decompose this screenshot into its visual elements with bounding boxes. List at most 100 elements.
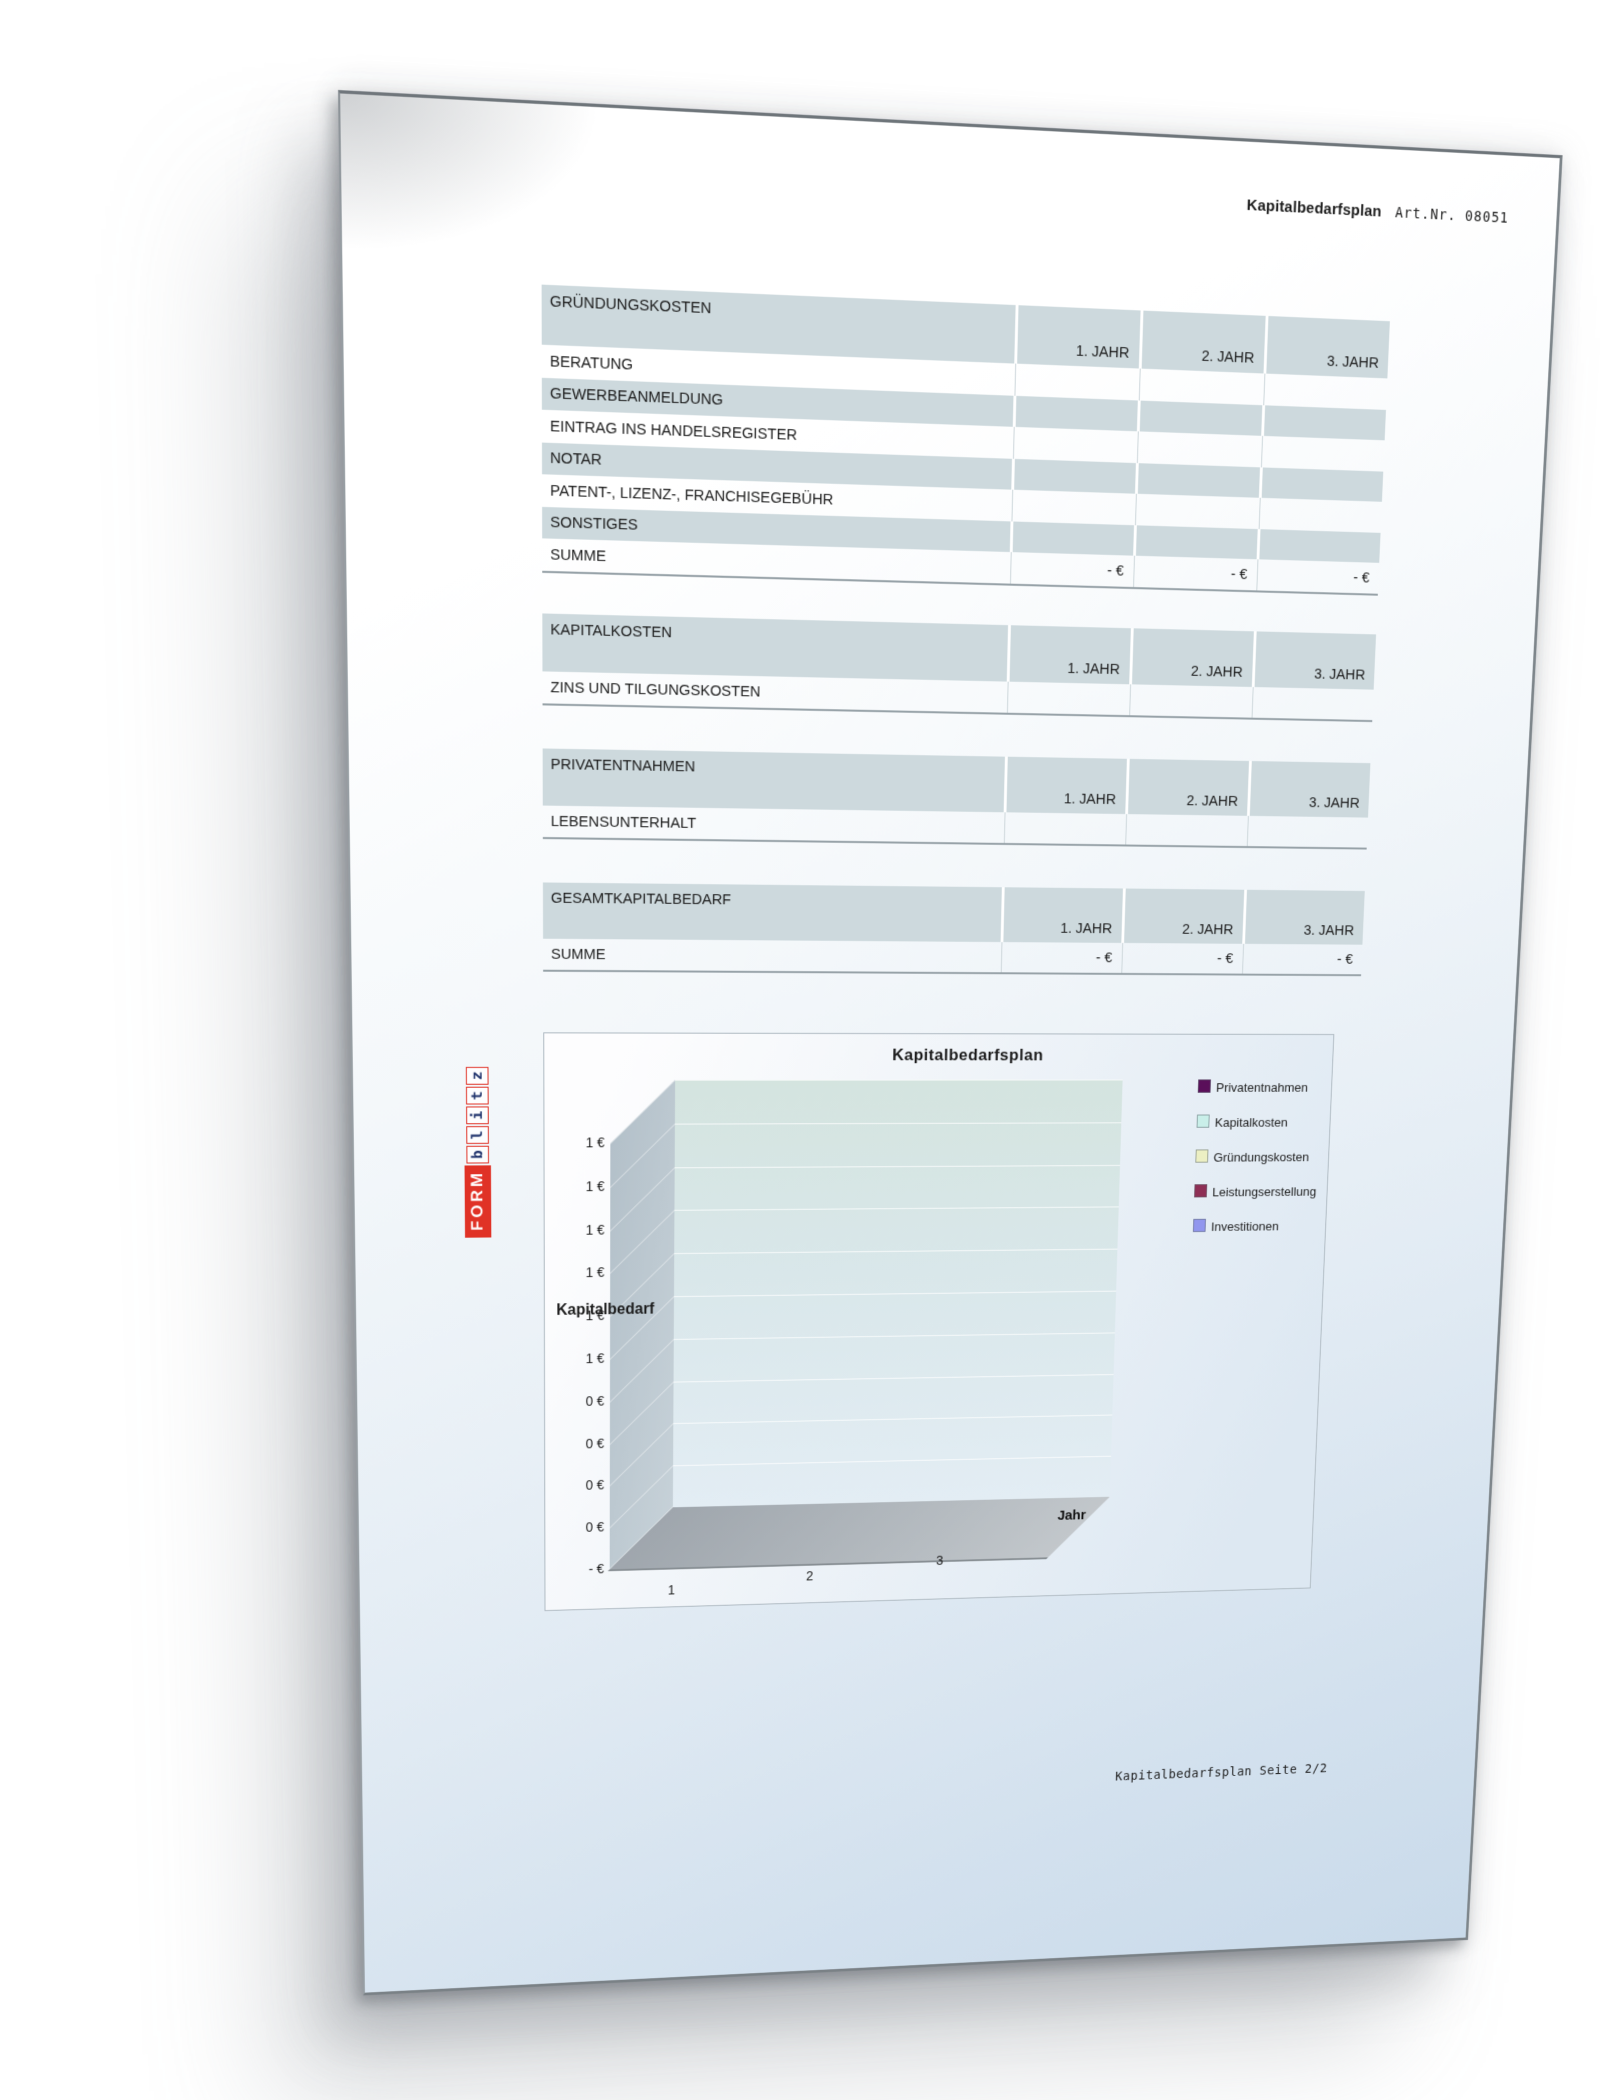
gridline (674, 1164, 1121, 1168)
value-cell: - € (1121, 942, 1244, 975)
legend-label: Kapitalkosten (1214, 1115, 1289, 1130)
chart-title: Kapitalbedarfsplan (892, 1045, 1044, 1065)
logo-letter: z (465, 1066, 489, 1085)
table-privatentnahmen: PRIVATENTNAHMEN 1. JAHR 2. JAHR 3. JAHR LEBE… (542, 748, 1371, 849)
y-axis-tick-label: 0 € (585, 1435, 605, 1451)
value-cell (1263, 373, 1388, 410)
legend-item: Leistungserstellung (1194, 1184, 1317, 1200)
logo-letter: l (466, 1126, 489, 1144)
legend-item: Investitionen (1192, 1218, 1280, 1234)
gridline (674, 1206, 1119, 1212)
document-page: Kapitalbedarfsplan Art.Nr. 08051 GRÜNDUN… (338, 90, 1563, 1996)
x-axis-title: Jahr (1057, 1507, 1087, 1524)
formblitz-logo: FORMblitz (464, 1066, 492, 1238)
doc-header: Kapitalbedarfsplan Art.Nr. 08051 (1246, 196, 1510, 228)
value-cell: - € (1256, 559, 1380, 595)
value-cell (1134, 493, 1260, 529)
y-axis-tick-label: 1 € (585, 1350, 605, 1367)
value-cell (1010, 520, 1135, 556)
x-axis-tick-label: 3 (936, 1552, 944, 1568)
value-cell (1135, 462, 1261, 498)
value-cell (1260, 435, 1385, 472)
value-cell (1137, 400, 1264, 436)
value-cell: - € (1009, 552, 1135, 588)
year-header-cell: 2. JAHR (1139, 310, 1267, 374)
year-header-cell: 3. JAHR (1243, 889, 1365, 945)
gridline (674, 1122, 1122, 1125)
value-cell (1136, 431, 1263, 467)
table-kapitalkosten: KAPITALKOSTEN 1. JAHR 2. JAHR 3. JAHR ZINS U… (542, 613, 1377, 721)
value-cell: - € (1133, 555, 1258, 591)
legend-swatch-icon (1195, 1149, 1209, 1163)
gridline (674, 1248, 1118, 1255)
value-cell (1259, 466, 1384, 502)
row-label-cell: SUMME (543, 938, 1002, 973)
year-header-cell: 1. JAHR (1015, 305, 1142, 369)
table-title-cell: PRIVATENTNAHMEN (542, 748, 1006, 813)
chart-back-wall (672, 1079, 1123, 1509)
value-cell: - € (1242, 943, 1363, 975)
logo-letter: i (466, 1106, 489, 1125)
y-axis-tick-label: 1 € (585, 1134, 605, 1151)
gridline (610, 1079, 676, 1145)
chart-side-wall (609, 1079, 676, 1570)
value-cell (1138, 368, 1265, 405)
y-axis-tick-label: 1 € (585, 1307, 605, 1324)
year-header-cell: 3. JAHR (1252, 631, 1377, 690)
gridline (673, 1290, 1117, 1298)
x-axis-tick-label: 2 (806, 1568, 814, 1584)
table-row: SUMME - € - € - € (543, 938, 1363, 975)
year-header-cell: 2. JAHR (1126, 758, 1250, 816)
legend-item: Gründungskosten (1195, 1149, 1309, 1165)
year-header-cell: 2. JAHR (1122, 888, 1246, 944)
y-axis-tick-label: 1 € (585, 1178, 605, 1194)
legend-item: Kapitalkosten (1196, 1114, 1289, 1130)
value-cell (1125, 814, 1248, 847)
legend-label: Gründungskosten (1213, 1149, 1310, 1165)
y-axis-tick-label: - € (588, 1561, 605, 1577)
value-cell (1246, 815, 1369, 849)
legend-label: Privatentnahmen (1215, 1080, 1309, 1095)
table-title-cell: KAPITALKOSTEN (542, 613, 1010, 682)
gridline (673, 1455, 1112, 1467)
legend-label: Investitionen (1210, 1219, 1280, 1234)
y-axis-tick-labels: 1 € 1 € 1 € 1 € 1 € 1 € 0 € 0 € 0 € 0 € - € (544, 1033, 1333, 1577)
legend-label: Leistungserstellung (1212, 1184, 1317, 1200)
logo-letter: t (465, 1086, 489, 1105)
value-cell (1011, 489, 1136, 525)
value-cell (1014, 363, 1140, 401)
value-cell (1012, 458, 1137, 494)
doc-title: Kapitalbedarfsplan (1246, 196, 1382, 221)
y-axis-tick-label: 1 € (585, 1221, 605, 1238)
year-header-cell: 1. JAHR (1004, 756, 1128, 815)
table-header-row: GESAMTKAPITALBEDARF 1. JAHR 2. JAHR 3. JAHR (542, 882, 1365, 945)
value-cell: - € (1000, 942, 1123, 974)
y-axis-tick-label: 0 € (585, 1393, 605, 1409)
logo-form-part: FORM (464, 1165, 492, 1238)
legend-swatch-icon (1192, 1218, 1206, 1233)
logo-blitz-part: blitz (465, 1066, 489, 1166)
legend-item: Privatentnahmen (1197, 1079, 1309, 1095)
row-label-cell: LEBENSUNTERHALT (542, 805, 1005, 844)
logo-letter: b (466, 1145, 489, 1164)
article-number: Art.Nr. 08051 (1394, 204, 1510, 227)
x-axis-tick-label: 1 (667, 1582, 676, 1598)
y-axis-tick-label: 0 € (585, 1519, 605, 1535)
legend-swatch-icon (1196, 1114, 1210, 1128)
value-cell (1262, 404, 1387, 441)
legend-swatch-icon (1194, 1184, 1208, 1198)
value-cell (1006, 681, 1131, 716)
value-cell (1012, 426, 1138, 463)
gridline (675, 1079, 1123, 1081)
x-axis-tick-labels: 1 2 3 (544, 1033, 1333, 1597)
page-footer: Kapitalbedarfsplan Seite 2/2 (1114, 1761, 1328, 1785)
value-cell (1257, 528, 1381, 563)
table-gruendungskosten: GRÜNDUNGSKOSTEN 1. JAHR 2. JAHR 3. JAHR BERA… (541, 284, 1390, 596)
table-title-cell: GESAMTKAPITALBEDARF (542, 882, 1003, 943)
capital-requirements-chart: Kapitalbedarfsplan Kapitalbedarf Jahr 1 … (543, 1032, 1335, 1612)
value-cell (1003, 812, 1127, 845)
year-header-cell: 3. JAHR (1247, 760, 1371, 818)
y-axis-tick-label: 1 € (585, 1264, 605, 1281)
value-cell (1251, 687, 1374, 721)
